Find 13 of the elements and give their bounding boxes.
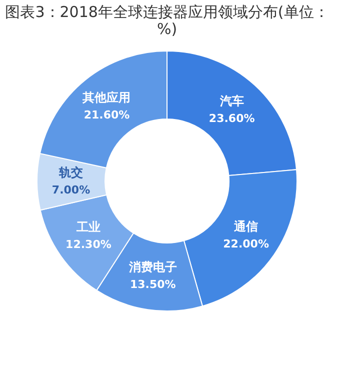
slice-label: 轨交 — [58, 166, 83, 180]
data-label: 21.60% — [84, 108, 130, 122]
data-label: 7.00% — [52, 184, 90, 197]
slice-label: 通信 — [233, 219, 258, 234]
data-label: 13.50% — [130, 278, 176, 291]
data-label: 23.60% — [208, 112, 255, 126]
data-label: 22.00% — [223, 237, 269, 250]
slice-label: 消费电子 — [128, 260, 177, 274]
slice-label: 汽车 — [218, 94, 244, 108]
data-label: 12.30% — [66, 238, 112, 252]
slice-label: 其他应用 — [82, 90, 131, 104]
chart-title: 图表3：2018年全球连接器应用领域分布(单位：%) — [5, 3, 329, 38]
slice-label: 工业 — [75, 220, 100, 234]
